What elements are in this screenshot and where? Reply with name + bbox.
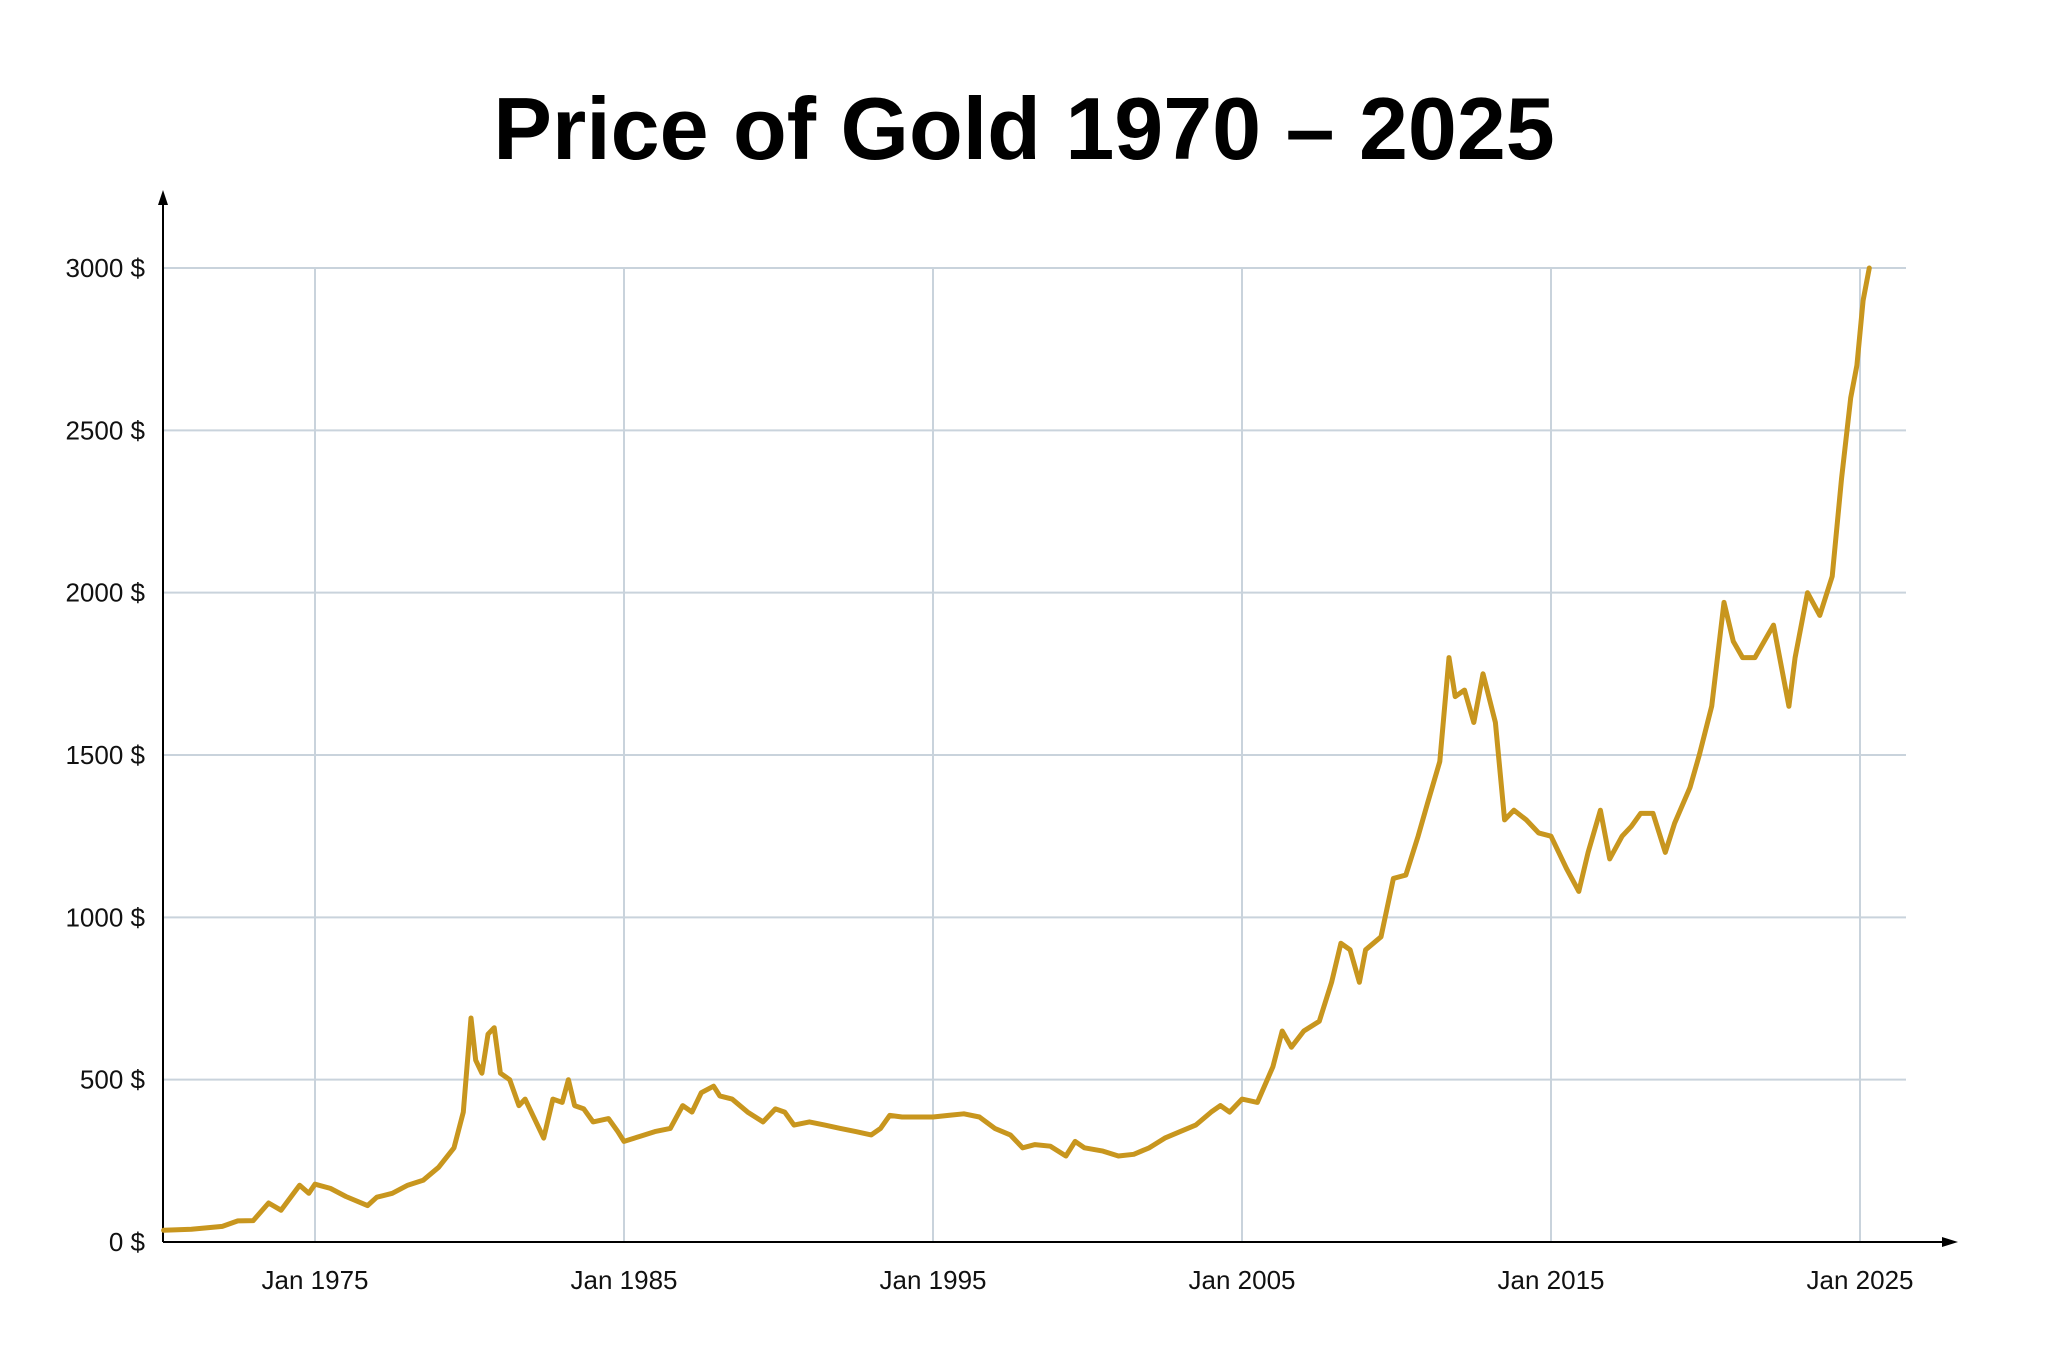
y-axis-arrow (158, 190, 168, 205)
y-tick-label: 0 $ (109, 1227, 146, 1257)
x-tick-label: Jan 1975 (262, 1265, 369, 1295)
x-tick-label: Jan 2005 (1189, 1265, 1296, 1295)
x-tick-label: Jan 1995 (880, 1265, 987, 1295)
y-tick-label: 500 $ (80, 1065, 146, 1095)
y-tick-label: 2500 $ (65, 415, 145, 445)
y-tick-label: 2000 $ (65, 578, 145, 608)
y-tick-label: 1000 $ (65, 902, 145, 932)
y-tick-label: 3000 $ (65, 253, 145, 283)
x-tick-label: Jan 2025 (1807, 1265, 1914, 1295)
y-tick-label: 1500 $ (65, 740, 145, 770)
gold-price-line (161, 265, 1872, 1233)
series (161, 265, 1872, 1233)
axes (158, 190, 1958, 1247)
x-axis-arrow (1942, 1237, 1958, 1247)
tick-labels: 0 $ 500 $ 1000 $ 1500 $ 2000 $ 2500 $ 3000 $ Ja… (65, 253, 1913, 1295)
grid (163, 267, 1906, 1242)
chart-title: Price of Gold 1970 – 2025 (493, 79, 1555, 178)
x-tick-label: Jan 2015 (1498, 1265, 1605, 1295)
x-tick-label: Jan 1985 (571, 1265, 678, 1295)
